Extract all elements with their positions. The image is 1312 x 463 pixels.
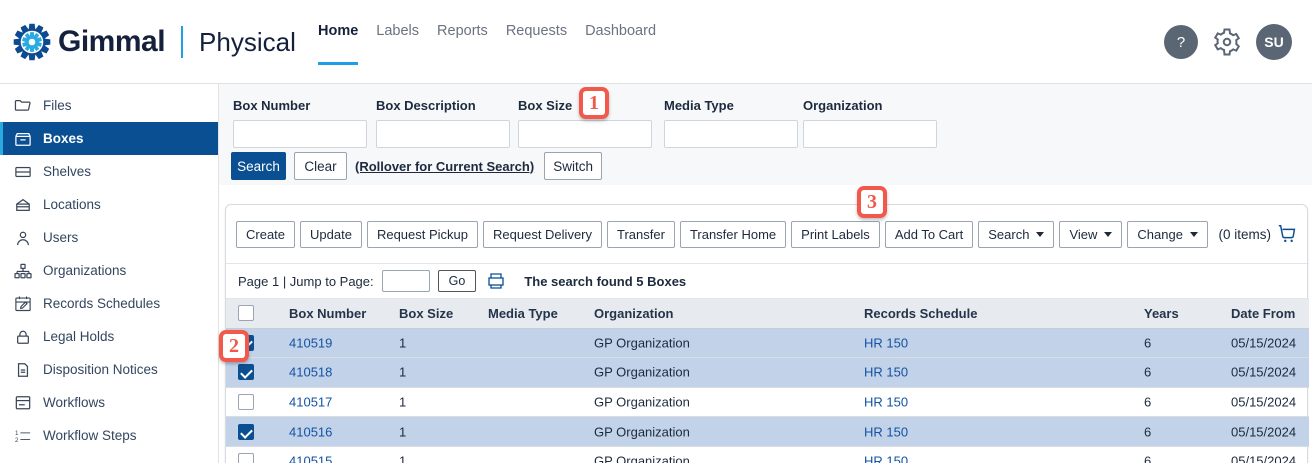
svg-text:2: 2 — [15, 436, 19, 443]
